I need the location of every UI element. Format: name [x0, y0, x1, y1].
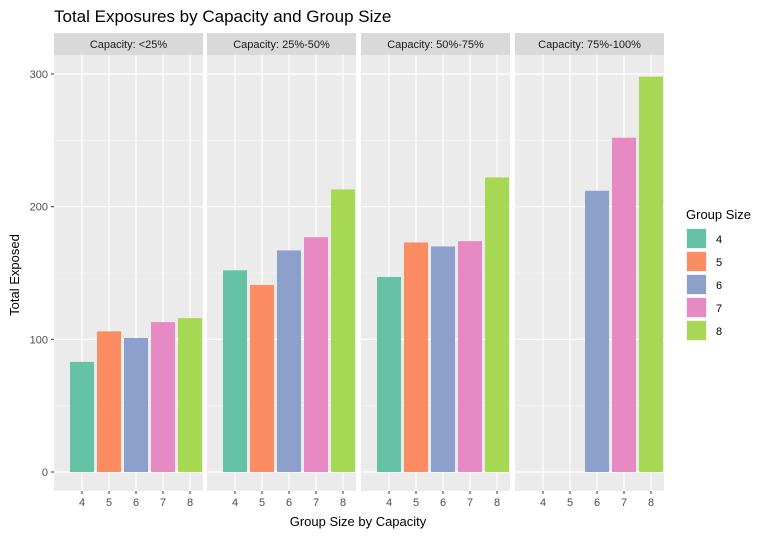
facet-panels: Capacity: <25% 4 5 6 7 8 Capacity: 25%-50% 4 5 6 7… — [54, 33, 664, 509]
x-axis-title: Group Size by Capacity — [290, 514, 427, 529]
x-tick-label: 5 — [413, 497, 419, 509]
bar-group-size-8 — [485, 177, 509, 473]
x-tick-label: 4 — [79, 497, 85, 509]
x-tick-label: 7 — [160, 497, 166, 509]
x-tick-label: 7 — [313, 497, 319, 509]
x-tick-label: 6 — [440, 497, 446, 509]
bar-group-size-8 — [178, 318, 202, 472]
legend-key-group-size-4 — [687, 229, 706, 248]
facet-strip-label: Capacity: 75%-100% — [538, 39, 641, 51]
bar-group-size-6 — [431, 246, 455, 472]
legend-label: 8 — [716, 326, 722, 338]
y-tick-label: 0 — [42, 467, 48, 479]
legend-key-group-size-7 — [687, 298, 706, 317]
facet-strip-label: Capacity: <25% — [90, 39, 168, 51]
x-tick-label: 6 — [594, 497, 600, 509]
y-tick-label: 200 — [30, 202, 48, 214]
x-tick-label: 7 — [621, 497, 627, 509]
bar-group-size-8 — [331, 189, 355, 473]
legend-label: 7 — [716, 303, 722, 315]
facet-strip — [207, 33, 356, 55]
bar-group-size-7 — [458, 241, 482, 472]
x-tick-label: 6 — [133, 497, 139, 509]
x-tick-label: 4 — [232, 497, 238, 509]
bar-group-size-7 — [151, 322, 175, 472]
bar-group-size-7 — [612, 137, 636, 472]
bar-group-size-8 — [639, 76, 663, 473]
x-tick-label: 4 — [540, 497, 546, 509]
bar-group-size-6 — [277, 250, 301, 472]
bar-group-size-4 — [377, 276, 401, 472]
legend-key-group-size-6 — [687, 275, 706, 294]
facet-strip — [361, 33, 510, 55]
x-tick-label: 5 — [106, 497, 112, 509]
x-tick-label: 8 — [648, 497, 654, 509]
legend-key-group-size-8 — [687, 321, 706, 340]
x-tick-label: 7 — [467, 497, 473, 509]
x-tick-label: 8 — [187, 497, 193, 509]
x-tick-label: 4 — [386, 497, 392, 509]
y-tick-label: 100 — [30, 334, 48, 346]
facet-strip-label: Capacity: 50%-75% — [387, 39, 484, 51]
facet-panel: Capacity: 50%-75% 4 5 6 7 8 — [361, 33, 510, 509]
x-tick-label: 5 — [259, 497, 265, 509]
legend-title: Group Size — [686, 207, 751, 222]
bar-group-size-4 — [223, 270, 247, 472]
bar-group-size-6 — [124, 338, 148, 472]
facet-strip-label: Capacity: 25%-50% — [233, 39, 330, 51]
chart-title: Total Exposures by Capacity and Group Si… — [54, 7, 391, 26]
legend-label: 5 — [716, 257, 722, 269]
y-tick-label: 300 — [30, 69, 48, 81]
bar-group-size-5 — [250, 284, 274, 472]
legend-key-group-size-5 — [687, 252, 706, 271]
x-tick-label: 8 — [340, 497, 346, 509]
bar-group-size-5 — [404, 242, 428, 472]
legend: Group Size 4 5 6 7 8 — [686, 207, 751, 341]
y-axis: 0 100 200 300 — [30, 69, 54, 479]
facet-panel: Capacity: <25% 4 5 6 7 8 — [54, 33, 203, 509]
bar-group-size-5 — [97, 331, 121, 472]
x-tick-label: 5 — [567, 497, 573, 509]
bar-group-size-6 — [585, 190, 609, 472]
facet-strip — [54, 33, 203, 55]
bar-group-size-4 — [70, 361, 94, 472]
y-axis-title: Total Exposed — [7, 234, 22, 316]
x-tick-label: 6 — [286, 497, 292, 509]
x-tick-label: 8 — [494, 497, 500, 509]
legend-label: 4 — [716, 234, 722, 246]
bar-group-size-7 — [304, 237, 328, 472]
facet-panel: Capacity: 75%-100% 4 5 6 7 8 — [515, 33, 664, 509]
legend-label: 6 — [716, 280, 722, 292]
facet-strip — [515, 33, 664, 55]
facet-panel: Capacity: 25%-50% 4 5 6 7 8 — [207, 33, 356, 509]
